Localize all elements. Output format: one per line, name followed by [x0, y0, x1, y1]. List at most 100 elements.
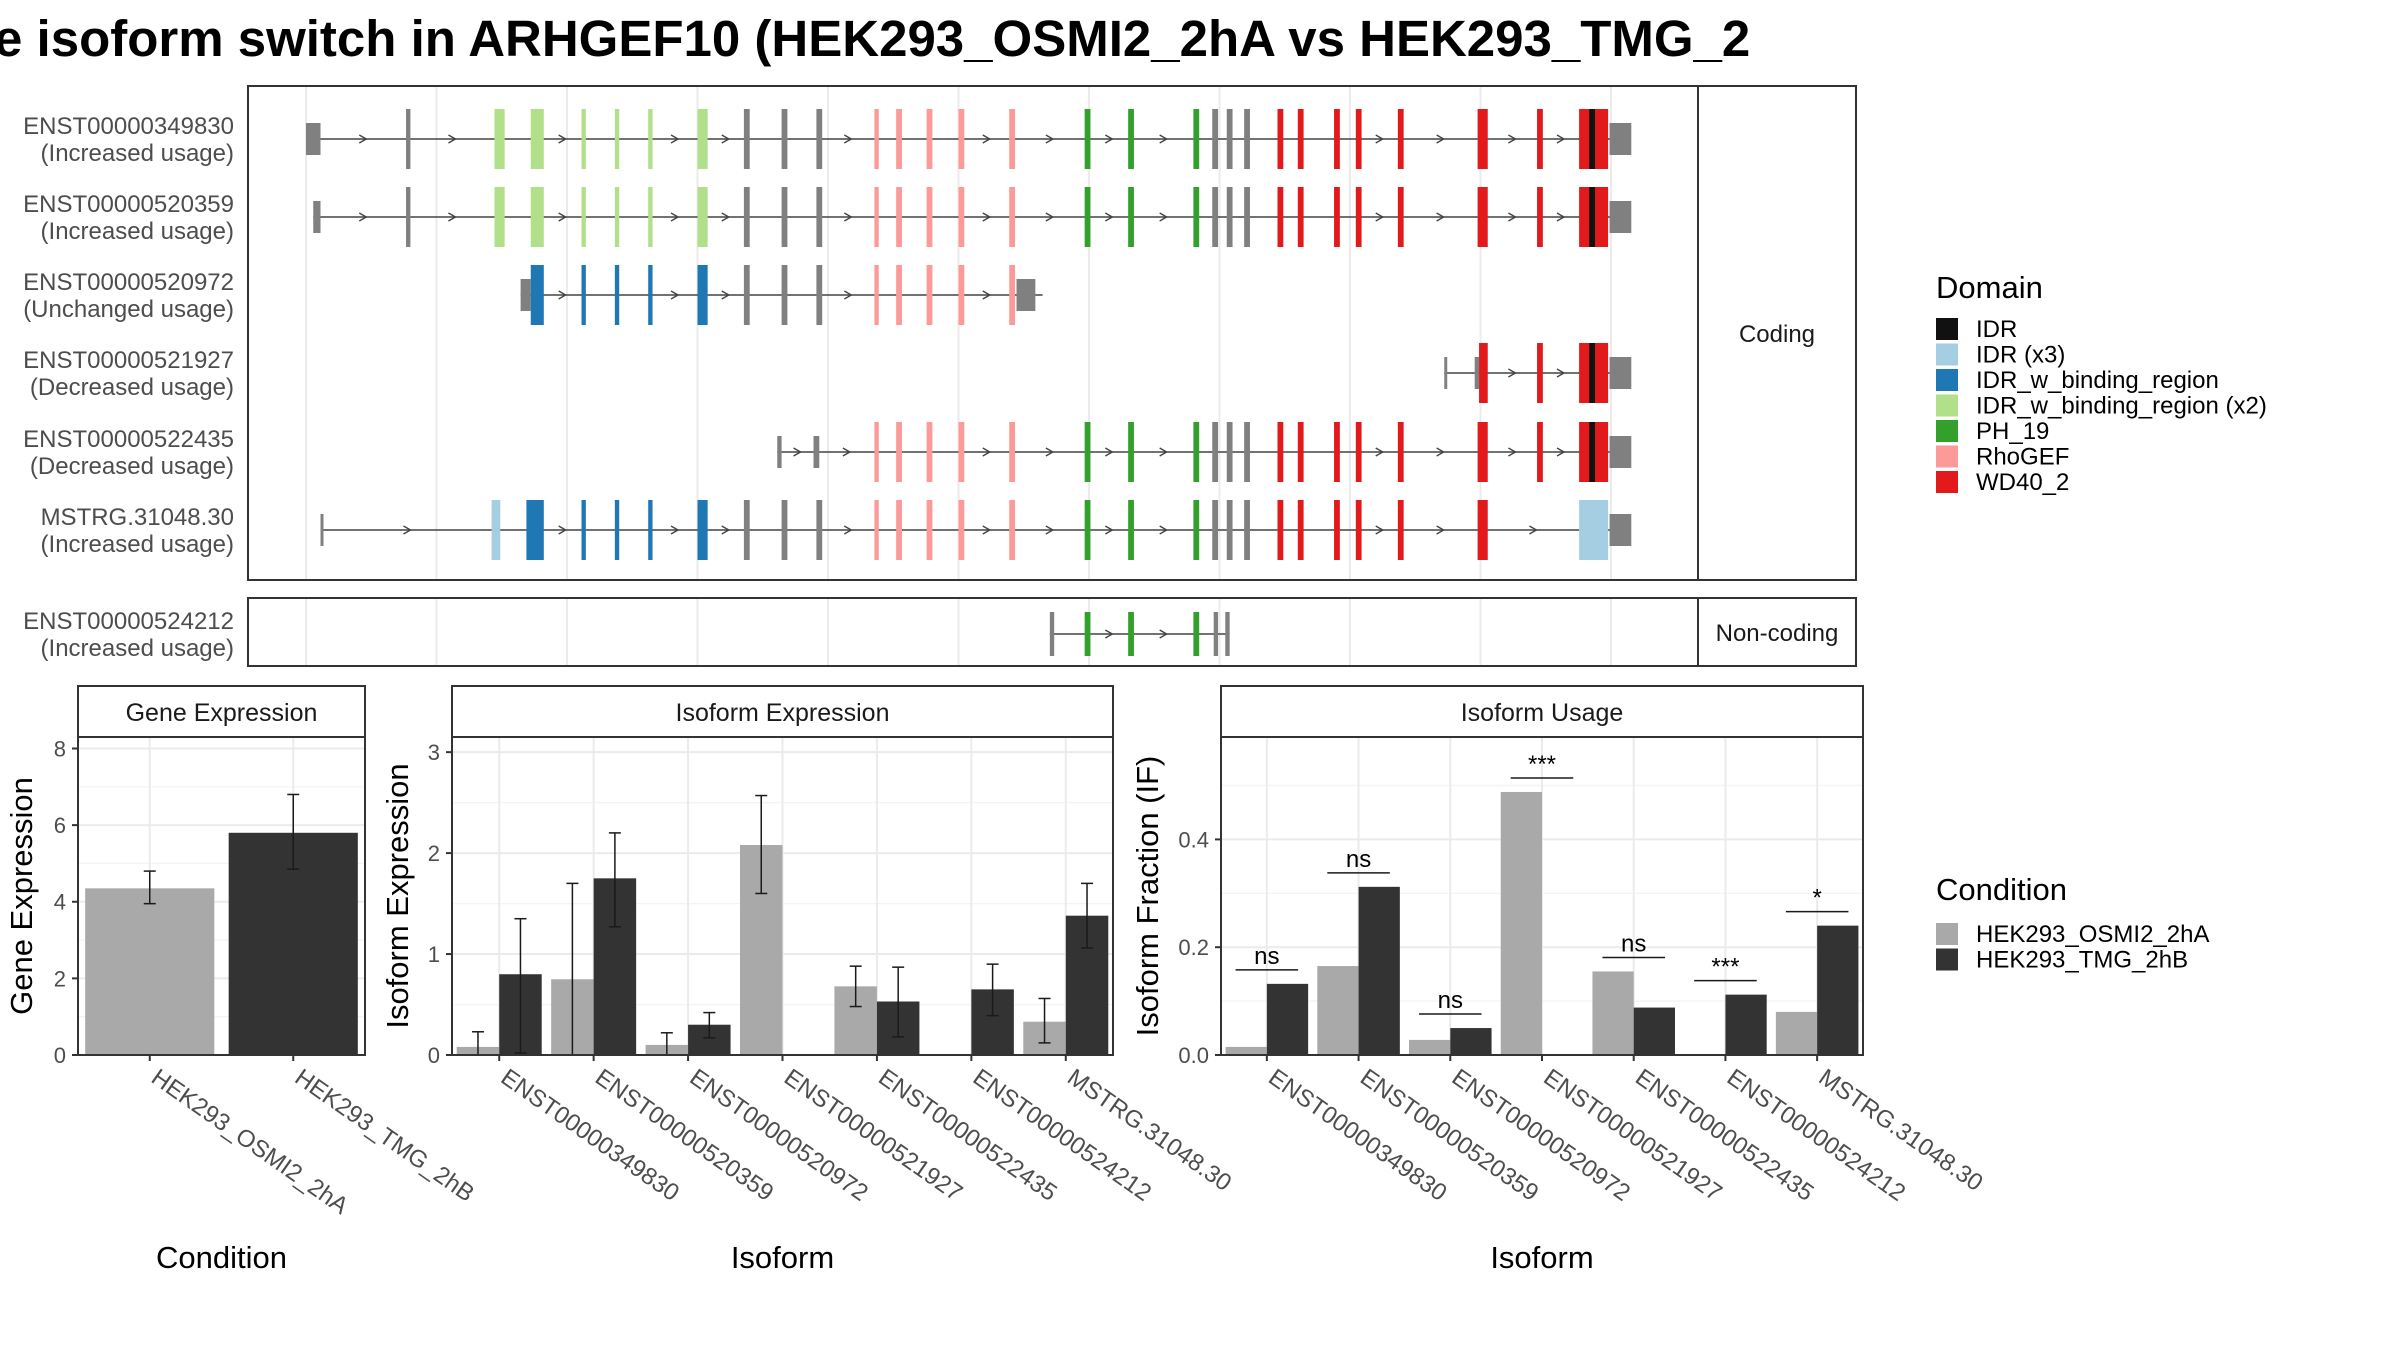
exon-idrwb: [581, 265, 586, 325]
exon-ph: [1128, 612, 1134, 656]
domain-legend-swatch: [1936, 420, 1958, 442]
exon-cds: [781, 500, 788, 560]
exon-cds: [816, 500, 823, 560]
panel-strip: [451, 685, 1114, 738]
exon-rhogef: [1009, 187, 1016, 247]
exon-rhogef: [1009, 109, 1016, 169]
bar: [1775, 1011, 1818, 1055]
exon-rhogef: [874, 187, 879, 247]
transcript-usage-label: (Increased usage): [41, 140, 234, 167]
strand-arrow: [1556, 134, 1566, 144]
exon-rhogef: [926, 500, 933, 560]
transcript-usage-label: (Decreased usage): [30, 374, 234, 401]
strand-arrow: [1375, 447, 1385, 457]
y-tick-label: 4: [54, 890, 66, 915]
strand-arrow: [1045, 447, 1055, 457]
exon-cds: [1226, 500, 1233, 560]
strand-arrow: [982, 212, 992, 222]
strand-arrow: [1045, 212, 1055, 222]
strand-arrow: [1104, 212, 1114, 222]
strand-arrow: [982, 290, 992, 300]
exon-idrx2: [581, 109, 586, 169]
exon-rhogef: [958, 500, 965, 560]
exon-cds: [1212, 422, 1219, 482]
exon-cds: [1212, 500, 1219, 560]
exon-utr: [813, 436, 820, 468]
exon-idrx2: [530, 109, 544, 169]
strand-arrow: [1436, 134, 1446, 144]
exon-ph: [1084, 422, 1091, 482]
panel-frame: [77, 736, 366, 1056]
exon-cds: [743, 265, 750, 325]
exon-idrx2: [530, 187, 544, 247]
strand-arrow: [1159, 134, 1169, 144]
exon-cds: [1244, 422, 1250, 482]
exon-rhogef: [926, 187, 933, 247]
exon-wd40: [1334, 500, 1340, 560]
y-tick-label: 0.2: [1178, 935, 1209, 960]
transcript-id-label: ENST00000520359: [23, 191, 234, 218]
exon-utr: [306, 123, 321, 155]
domain-legend-label: RhoGEF: [1976, 444, 2069, 471]
exon-wd40: [1277, 109, 1284, 169]
panel-strip-label: Isoform Usage: [1461, 699, 1624, 727]
exon-rhogef: [874, 422, 879, 482]
strand-arrow: [843, 134, 853, 144]
exon-cds: [1244, 500, 1250, 560]
strand-arrow: [558, 525, 568, 535]
y-tick-label: 2: [428, 841, 440, 866]
x-axis-title: Isoform: [731, 1240, 834, 1275]
exon-utr: [1609, 436, 1632, 468]
exon-wd40: [1479, 343, 1488, 403]
exon-rhogef: [874, 109, 879, 169]
y-tick-label: 0.4: [1178, 827, 1209, 852]
bar: [1317, 966, 1359, 1055]
significance-label: ns: [1621, 930, 1646, 957]
strand-arrow: [1104, 525, 1114, 535]
bar-chart-panels: Gene Expression02468HEK293_OSMI2_2hAHEK2…: [4, 685, 1988, 1275]
exon-cds: [1226, 187, 1233, 247]
strand-arrow: [982, 525, 992, 535]
exon-rhogef: [1009, 265, 1016, 325]
bar: [1225, 1046, 1267, 1055]
panel-strip-label: Gene Expression: [126, 699, 318, 727]
transcript-ENST00000524212: ENST00000524212(Increased usage): [23, 608, 1230, 662]
exon-cds: [1226, 109, 1233, 169]
exon-idrwb: [697, 500, 708, 560]
exon-wd40: [1537, 187, 1543, 247]
significance-label: ns: [1438, 987, 1463, 1014]
exon-rhogef: [1009, 500, 1016, 560]
domain-legend-label: IDR: [1976, 316, 2017, 343]
exon-wd40: [1355, 500, 1362, 560]
strand-arrow: [1556, 368, 1566, 378]
domain-legend-title: Domain: [1936, 270, 2043, 305]
exon-utr: [313, 201, 321, 233]
transcript-structure-panel: CodingNon-codingENST00000349830(Increase…: [23, 85, 1857, 667]
exon-idrx2: [648, 187, 653, 247]
panel-isoform-expression: Isoform Expression0123ENST00000349830ENS…: [380, 685, 1236, 1275]
exon-idrx2: [697, 109, 708, 169]
strand-arrow: [1159, 447, 1169, 457]
exon-wd40: [1537, 109, 1543, 169]
strand-arrow: [1508, 134, 1517, 144]
strand-arrow: [842, 447, 852, 457]
strand-arrow: [403, 525, 412, 535]
y-tick-label: 1: [428, 942, 440, 967]
exon-utr: [520, 279, 531, 311]
domain-legend-label: IDR_w_binding_region: [1976, 367, 2219, 394]
transcript-id-label: ENST00000522435: [23, 426, 234, 453]
strand-arrow: [1556, 212, 1566, 222]
strand-arrow: [1104, 134, 1114, 144]
strand-arrow: [982, 134, 992, 144]
strand-arrow: [1375, 134, 1385, 144]
exon-ph: [1084, 109, 1091, 169]
x-axis-title: Condition: [156, 1240, 287, 1275]
transcript-usage-label: (Increased usage): [41, 635, 234, 662]
exon-rhogef: [896, 500, 902, 560]
y-axis-title: Gene Expression: [4, 777, 39, 1015]
transcript-id-label: ENST00000521927: [23, 347, 234, 374]
domain-legend-label: IDR_w_binding_region (x2): [1976, 393, 2267, 420]
exon-wd40: [1334, 109, 1340, 169]
exon-nc: [1213, 612, 1219, 656]
